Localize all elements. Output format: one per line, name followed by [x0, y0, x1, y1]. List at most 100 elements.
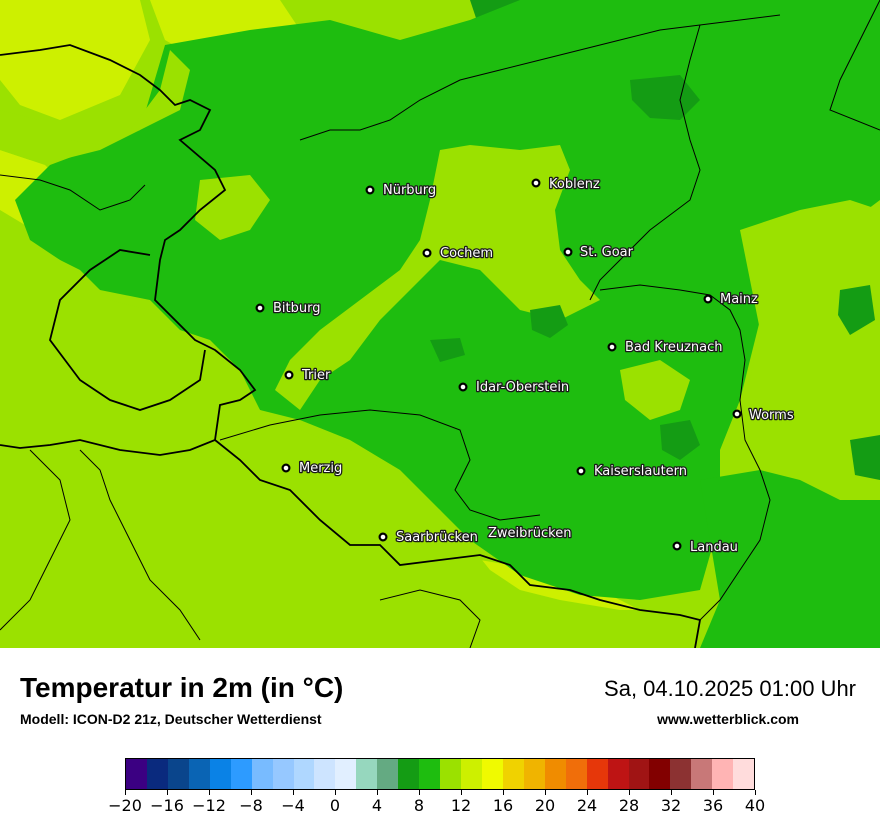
city-label-cochem: Cochem [440, 246, 493, 261]
colorbar-tick-label: 16 [492, 796, 514, 815]
colorbar-tick-label: −8 [239, 796, 263, 815]
colorbar-segment [167, 759, 189, 789]
colorbar-segment [146, 759, 168, 789]
colorbar-segment [712, 759, 734, 789]
colorbar-segment [356, 759, 378, 789]
map-title: Temperatur in 2m (in °C) [20, 672, 344, 703]
colorbar-segment [398, 759, 420, 789]
band-8-10-patches [430, 75, 880, 480]
colorbar-tick-label: −12 [192, 796, 226, 815]
colorbar-tick [250, 790, 252, 795]
city-label-mainz: Mainz [720, 292, 758, 307]
colorbar-segment [481, 759, 503, 789]
city-dot-cochem [422, 248, 432, 258]
colorbar-tick-label: −16 [150, 796, 184, 815]
colorbar-tick [166, 790, 168, 795]
colorbar-segment [607, 759, 629, 789]
city-label-bitburg: Bitburg [273, 301, 321, 316]
colorbar-segment [377, 759, 399, 789]
city-label-st-goar: St. Goar [580, 245, 634, 260]
colorbar-tick-label: 32 [660, 796, 682, 815]
model-info: Modell: ICON-D2 21z, Deutscher Wetterdie… [20, 711, 322, 727]
city-dot-st-goar [563, 247, 573, 257]
colorbar-tick-label: 8 [413, 796, 425, 815]
city-label-merzig: Merzig [299, 461, 342, 476]
city-dot-landau [672, 541, 682, 551]
colorbar-segment [461, 759, 482, 789]
colorbar-segment [649, 759, 671, 789]
city-dot-mainz [703, 294, 713, 304]
city-label-zweibr-cken: Zweibrücken [488, 526, 571, 541]
colorbar-tick-label: 40 [744, 796, 766, 815]
colorbar-tick-label: 28 [618, 796, 640, 815]
colorbar-segment [733, 759, 755, 789]
city-label-trier: Trier [301, 368, 331, 383]
colorbar-tick-label: −4 [281, 796, 305, 815]
city-label-worms: Worms [749, 408, 794, 423]
colorbar-segment [272, 759, 294, 789]
city-label-n-rburg: Nürburg [383, 183, 436, 198]
colorbar-segment [209, 759, 231, 789]
colorbar-tick [628, 790, 630, 795]
temperature-map: Nürburg Koblenz Cochem St. Goar Mainz Bitburg… [0, 0, 880, 648]
colorbar-segment [419, 759, 441, 789]
colorbar-tick [754, 790, 756, 795]
band-12-14 [0, 50, 880, 648]
colorbar-segment [293, 759, 315, 789]
colorbar-segment [628, 759, 650, 789]
colorbar-tick-label: −20 [108, 796, 142, 815]
colorbar-segment [335, 759, 357, 789]
city-label-kaiserslautern: Kaiserslautern [594, 464, 687, 479]
website-link[interactable]: www.wetterblick.com [657, 711, 799, 727]
colorbar-tick [460, 790, 462, 795]
colorbar-tick [712, 790, 714, 795]
colorbar-segment [691, 759, 713, 789]
city-label-koblenz: Koblenz [549, 177, 600, 192]
colorbar-segment [440, 759, 461, 789]
colorbar-tick-label: 36 [702, 796, 724, 815]
colorbar-segment [565, 759, 587, 789]
city-dot-n-rburg [365, 185, 375, 195]
city-label-idar-oberstein: Idar-Oberstein [476, 380, 569, 395]
colorbar-tick [376, 790, 378, 795]
colorbar-segment [230, 759, 252, 789]
city-dot-bad-kreuznach [607, 342, 617, 352]
colorbar-tick [334, 790, 336, 795]
colorbar-tick [292, 790, 294, 795]
city-dot-kaiserslautern [576, 466, 586, 476]
colorbar-segment [544, 759, 566, 789]
footer-panel: Temperatur in 2m (in °C) Modell: ICON-D2… [0, 648, 880, 830]
colorbar-tick [418, 790, 420, 795]
colorbar-segment [523, 759, 545, 789]
colorbar-segment [251, 759, 273, 789]
city-dot-idar-oberstein [458, 382, 468, 392]
city-dot-merzig [281, 463, 291, 473]
colorbar-tick-label: 0 [329, 796, 341, 815]
colorbar-segment [586, 759, 608, 789]
colorbar-tick-label: 4 [371, 796, 383, 815]
colorbar-segment [502, 759, 524, 789]
colorbar-tick [670, 790, 672, 795]
city-dot-trier [284, 370, 294, 380]
colorbar-tick [544, 790, 546, 795]
colorbar-segment [314, 759, 336, 789]
colorbar-tick [502, 790, 504, 795]
city-dot-saarbr-cken [378, 532, 388, 542]
colorbar-segment [188, 759, 210, 789]
colorbar-ticks: −20 −16 −12 −8 −4 0 4 8 12 16 20 24 28 32 36 40 [108, 790, 765, 830]
colorbar-tick-label: 12 [450, 796, 472, 815]
city-label-landau: Landau [690, 540, 738, 555]
colorbar-tick [124, 790, 126, 795]
forecast-datetime: Sa, 04.10.2025 01:00 Uhr [604, 676, 856, 701]
admin-borders [0, 0, 880, 648]
city-label-saarbr-cken: Saarbrücken [396, 530, 478, 545]
colorbar-tick [208, 790, 210, 795]
colorbar-tick [586, 790, 588, 795]
colorbar-segment [126, 759, 147, 789]
city-dot-worms [732, 409, 742, 419]
colorbar-tick-label: 20 [534, 796, 556, 815]
city-label-bad-kreuznach: Bad Kreuznach [625, 340, 723, 355]
temperature-colorbar [125, 758, 755, 790]
colorbar-tick-label: 24 [576, 796, 598, 815]
city-markers: Nürburg Koblenz Cochem St. Goar Mainz Bitburg… [255, 176, 795, 556]
